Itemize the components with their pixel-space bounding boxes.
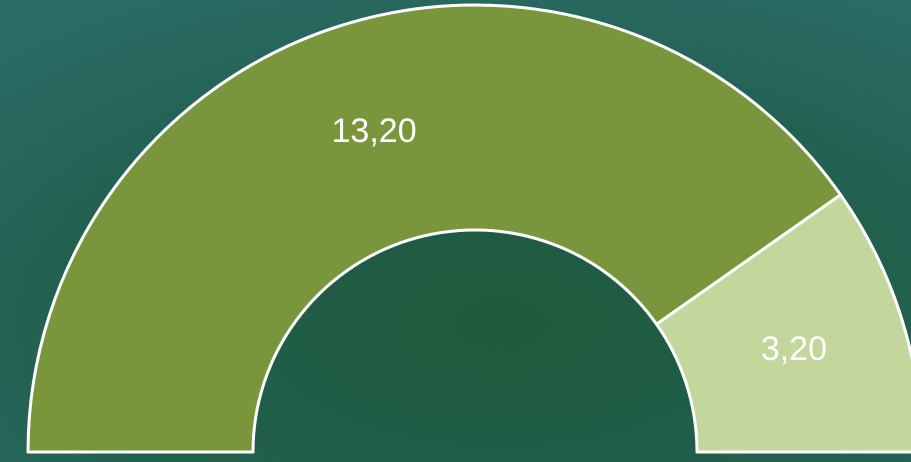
data-label: 3,20 <box>761 330 827 368</box>
chart: 13,20 3,20 <box>0 0 911 462</box>
data-label: 13,20 <box>332 112 417 150</box>
